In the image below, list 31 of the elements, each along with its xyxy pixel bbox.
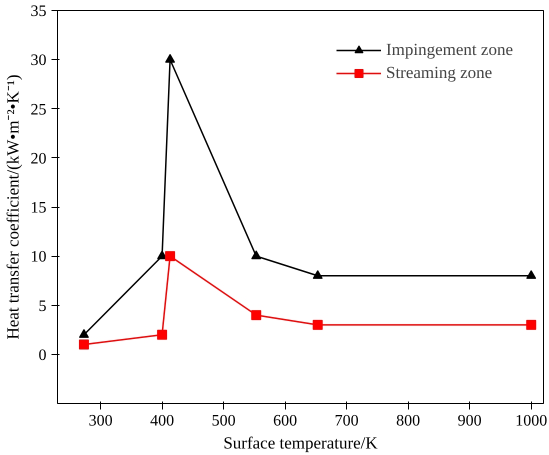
legend-label: Impingement zone bbox=[386, 40, 513, 60]
y-tick-label: 0 bbox=[38, 346, 46, 364]
point bbox=[165, 251, 176, 262]
y-tick-label: 5 bbox=[38, 298, 46, 315]
point bbox=[165, 54, 176, 63]
point bbox=[251, 250, 262, 260]
point bbox=[312, 320, 323, 330]
y-tick-label: 15 bbox=[30, 200, 46, 216]
y-tick-label: 25 bbox=[30, 101, 46, 118]
x-tick-label: 900 bbox=[458, 412, 482, 430]
point bbox=[526, 270, 536, 279]
x-tick-label: 400 bbox=[150, 412, 174, 430]
x-tick-label: 1000 bbox=[515, 412, 548, 430]
x-tick-label: 300 bbox=[88, 412, 113, 430]
point bbox=[526, 320, 536, 330]
point bbox=[251, 310, 262, 320]
x-tick-label: 500 bbox=[212, 412, 236, 430]
y-axis-title: Heat transfer coefficient/(kW•m⁻²•K⁻¹) bbox=[4, 74, 22, 340]
point bbox=[78, 340, 89, 350]
y-tick-label: 20 bbox=[30, 150, 46, 168]
y-tick-label: 35 bbox=[30, 3, 46, 20]
x-tick-label: 600 bbox=[273, 412, 298, 430]
y-tick-label: 30 bbox=[30, 52, 46, 70]
point bbox=[157, 330, 168, 340]
x-axis-title: Surface temperature/K bbox=[223, 434, 378, 452]
point bbox=[312, 270, 323, 279]
x-tick-label: 700 bbox=[334, 412, 359, 430]
point bbox=[78, 329, 89, 338]
y-tick-label: 10 bbox=[30, 248, 46, 266]
legend-label: Streaming zone bbox=[386, 63, 492, 83]
x-tick-label: 800 bbox=[396, 412, 420, 430]
